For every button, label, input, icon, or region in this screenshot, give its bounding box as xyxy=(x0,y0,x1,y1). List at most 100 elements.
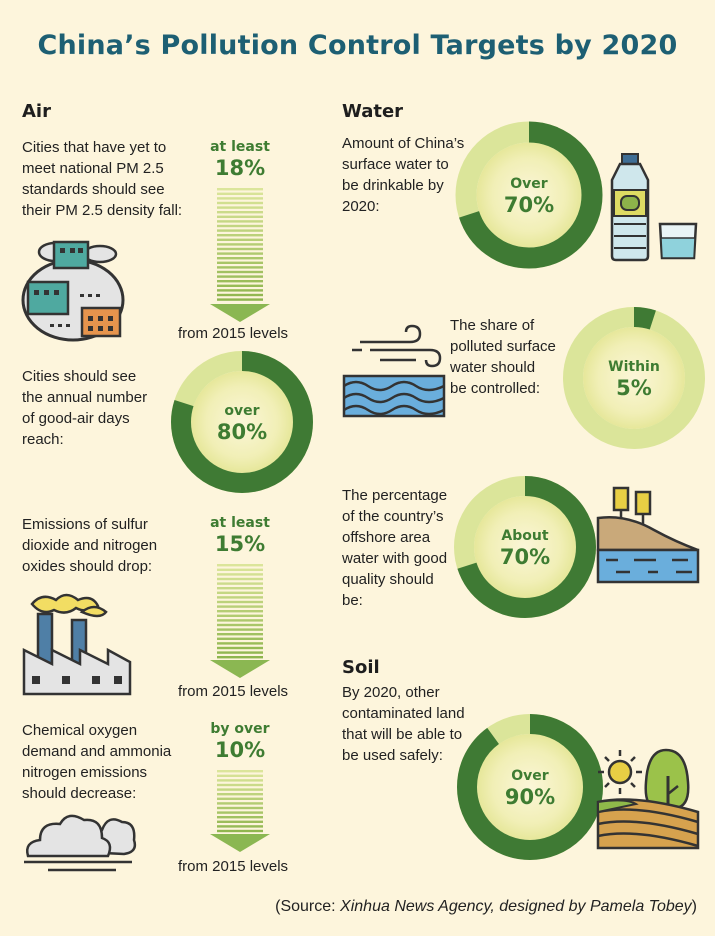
text-line: polluted surface xyxy=(450,338,556,355)
arrow-stripe xyxy=(217,564,263,567)
arrow-stripe xyxy=(217,252,263,255)
text-line: Cities that have yet to xyxy=(22,139,167,156)
arrow-stripe xyxy=(217,651,263,654)
section-air-heading: Air xyxy=(22,101,51,122)
arrow-stripe xyxy=(217,582,263,585)
air-pm25-baseline: from 2015 levels xyxy=(178,325,289,342)
arrow-stripe xyxy=(217,788,263,791)
text-line: standards should see xyxy=(22,181,165,198)
section-water-heading: Water xyxy=(342,101,404,122)
arrow-stripe xyxy=(217,628,263,631)
text-line: surface water to xyxy=(342,156,449,173)
city-smog-icon xyxy=(21,240,125,342)
label-line1: Over xyxy=(510,176,548,192)
text-line: By 2020, other xyxy=(342,684,440,701)
label-line1: Within xyxy=(608,359,660,375)
arrow-stripe xyxy=(217,270,263,274)
text-line: Amount of China’s xyxy=(342,135,465,152)
donut-value-arc xyxy=(457,714,603,860)
text-line: the annual number xyxy=(22,389,148,406)
arrow-stripe xyxy=(217,280,263,283)
text-line: that will be able to xyxy=(342,726,463,743)
donut-value-arc xyxy=(455,121,603,269)
arrow-stripe xyxy=(217,201,263,205)
arrow-stripe xyxy=(217,646,263,650)
arrow-stripe xyxy=(217,825,263,828)
coast-trees-icon xyxy=(596,486,700,584)
source-italic: Xinhua News Agency, designed by Pamela T… xyxy=(340,898,692,915)
label-line2: 70% xyxy=(503,193,555,217)
text-line: offshore area xyxy=(342,529,431,546)
water-drinkable-label: Over 70% xyxy=(479,175,579,217)
arrow-stripe xyxy=(217,197,263,200)
label-line1: Over xyxy=(511,768,549,784)
water-offshore-description: The percentage of the country’s offshore… xyxy=(342,485,447,611)
text-line: contaminated land xyxy=(342,705,465,722)
text-line: be used safely: xyxy=(342,747,443,764)
donut-center xyxy=(476,142,582,248)
arrow-stripe xyxy=(217,829,263,833)
air-good-days-label: over 80% xyxy=(192,402,292,444)
air-pm25-label: at least 18% xyxy=(195,138,285,180)
arrow-stripe xyxy=(217,188,263,191)
arrow-stripe xyxy=(217,266,263,269)
text-line: be: xyxy=(342,592,363,609)
text-line: demand and ammonia xyxy=(22,743,172,760)
arrow-stripe xyxy=(217,610,263,613)
text-line: water should xyxy=(450,359,536,376)
arrow-stripe xyxy=(217,243,263,246)
factory-icon xyxy=(22,593,132,696)
arrow-stripe xyxy=(217,220,263,223)
arrow-stripe xyxy=(217,600,263,604)
text-line: nitrogen emissions xyxy=(22,764,148,781)
label-line2: 18% xyxy=(214,156,266,180)
donut-center xyxy=(583,327,685,429)
arrow-stripe xyxy=(217,238,263,241)
text-line: of the country’s xyxy=(342,508,444,525)
donut-value-arc xyxy=(171,351,313,493)
label-line2: 15% xyxy=(214,532,266,556)
air-so2-label: at least 15% xyxy=(195,514,285,556)
water-polluted-description: The share of polluted surface water shou… xyxy=(450,315,556,399)
text-line: water with good xyxy=(342,550,448,567)
arrow-stripe xyxy=(217,614,263,617)
source-suffix: ) xyxy=(691,898,697,915)
arrow-stripe xyxy=(217,797,263,800)
donut-value-arc xyxy=(454,476,596,618)
label-line1: at least xyxy=(210,139,270,155)
text-line: should decrease: xyxy=(22,785,137,802)
arrow-stripe xyxy=(217,619,263,622)
cloud-icon xyxy=(24,814,137,872)
source-prefix: (Source: xyxy=(275,898,341,915)
text-line: their PM 2.5 density fall: xyxy=(22,202,183,219)
text-line: 2020: xyxy=(342,198,380,215)
arrow-stripe xyxy=(217,206,263,209)
text-line: reach: xyxy=(22,431,64,448)
text-line: be drinkable by xyxy=(342,177,444,194)
label-line2: 10% xyxy=(214,738,266,762)
donut-center xyxy=(477,734,583,840)
air-cod-baseline: from 2015 levels xyxy=(178,858,289,875)
arrow-stripe xyxy=(217,568,263,571)
page-title: China’s Pollution Control Targets by 202… xyxy=(37,30,678,61)
arrow-stripe xyxy=(217,820,263,823)
text-line: The share of xyxy=(450,317,535,334)
air-good-days-description: Cities should see the annual number of g… xyxy=(22,366,147,450)
arrow-stripe xyxy=(217,596,263,599)
air-so2-description: Emissions of sulfur dioxide and nitrogen… xyxy=(22,514,157,577)
arrow-stripe xyxy=(217,275,263,278)
soil-land-description: By 2020, other contaminated land that wi… xyxy=(342,682,465,766)
text-line: Cities should see xyxy=(22,368,137,385)
label-line2: 70% xyxy=(499,545,551,569)
water-bottle-glass-icon xyxy=(610,153,698,262)
arrow-stripe xyxy=(217,642,263,645)
air-cod-description: Chemical oxygen demand and ammonia nitro… xyxy=(22,720,171,804)
label-line2: 90% xyxy=(504,785,556,809)
arrow-stripe xyxy=(217,234,263,237)
